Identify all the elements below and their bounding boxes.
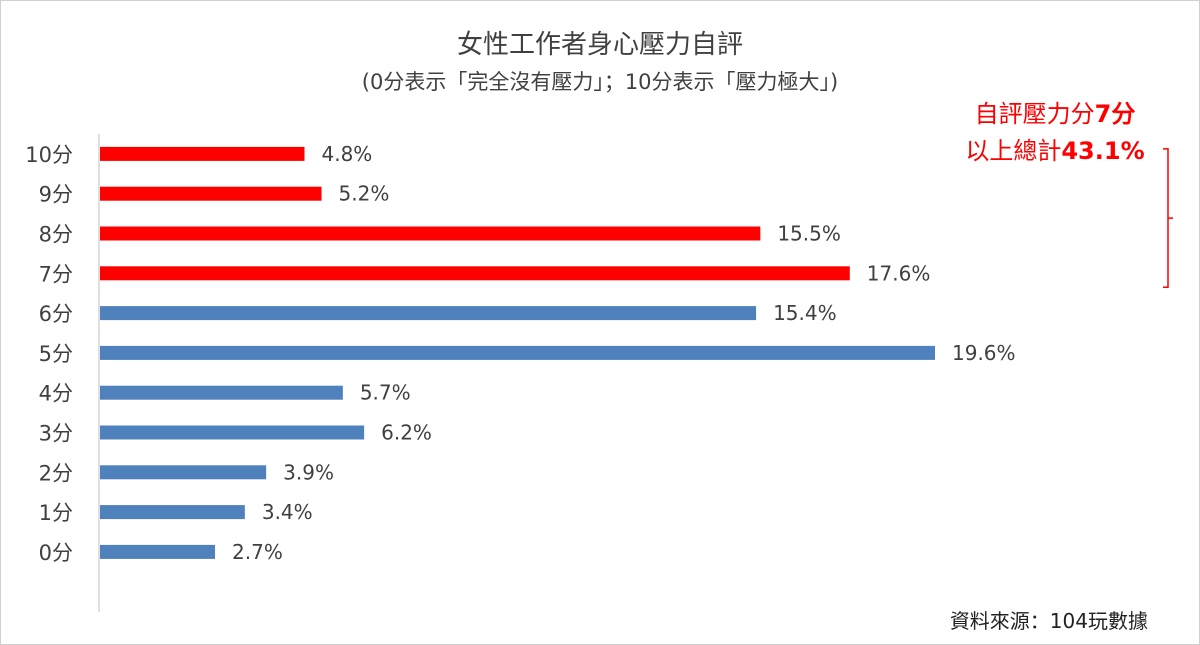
bar	[100, 186, 322, 201]
annotation-line-1: 自評壓力分7分	[940, 96, 1170, 133]
bar-value-label: 15.4%	[773, 301, 837, 325]
bar-value-label: 17.6%	[867, 261, 931, 285]
bar-value-label: 5.2%	[339, 182, 390, 206]
bar	[100, 266, 850, 281]
bar	[100, 425, 365, 440]
bar-value-label: 3.9%	[283, 460, 334, 484]
data-source-note: 資料來源：104玩數據	[949, 609, 1148, 633]
annotation-line-2-text: 以上總計	[965, 137, 1062, 165]
bar	[100, 465, 267, 480]
annotation-bracket	[1163, 148, 1173, 289]
y-tick-label: 9分	[39, 183, 73, 207]
annotation-line-1-bold: 7分	[1094, 100, 1136, 128]
bar-value-label: 6.2%	[381, 421, 432, 445]
y-tick-label: 3分	[39, 422, 73, 446]
bar-value-label: 5.7%	[360, 381, 411, 405]
bar	[100, 345, 935, 360]
annotation-line-2-bold: 43.1%	[1061, 137, 1145, 165]
bar-value-label: 4.8%	[321, 142, 372, 166]
chart-title: 女性工作者身心壓力自評	[456, 30, 743, 60]
bar-value-label: 19.6%	[952, 341, 1016, 365]
chart-subtitle: (0分表示「完全沒有壓力」；10分表示「壓力極大」)	[361, 70, 839, 94]
y-tick-label: 0分	[39, 541, 73, 565]
bar	[100, 146, 305, 161]
bar-value-label: 3.4%	[262, 500, 313, 524]
bar	[100, 385, 343, 400]
y-tick-label: 5分	[39, 342, 73, 366]
y-tick-label: 4分	[39, 382, 73, 406]
bar-value-label: 15.5%	[777, 222, 841, 246]
y-tick-label: 8分	[39, 223, 73, 247]
bar	[100, 544, 216, 559]
bar-value-label: 2.7%	[232, 540, 283, 564]
annotation-line-1-text: 自評壓力分	[974, 100, 1095, 128]
y-tick-label: 1分	[39, 501, 73, 525]
high-stress-annotation: 自評壓力分7分 以上總計43.1%	[940, 96, 1170, 170]
bar	[100, 505, 245, 520]
y-tick-label: 2分	[39, 461, 73, 485]
annotation-line-2: 以上總計43.1%	[940, 133, 1170, 170]
y-tick-label: 10分	[25, 143, 73, 167]
y-tick-label: 6分	[39, 302, 73, 326]
y-tick-label: 7分	[39, 262, 73, 286]
bar	[100, 306, 757, 321]
bar	[100, 226, 761, 241]
